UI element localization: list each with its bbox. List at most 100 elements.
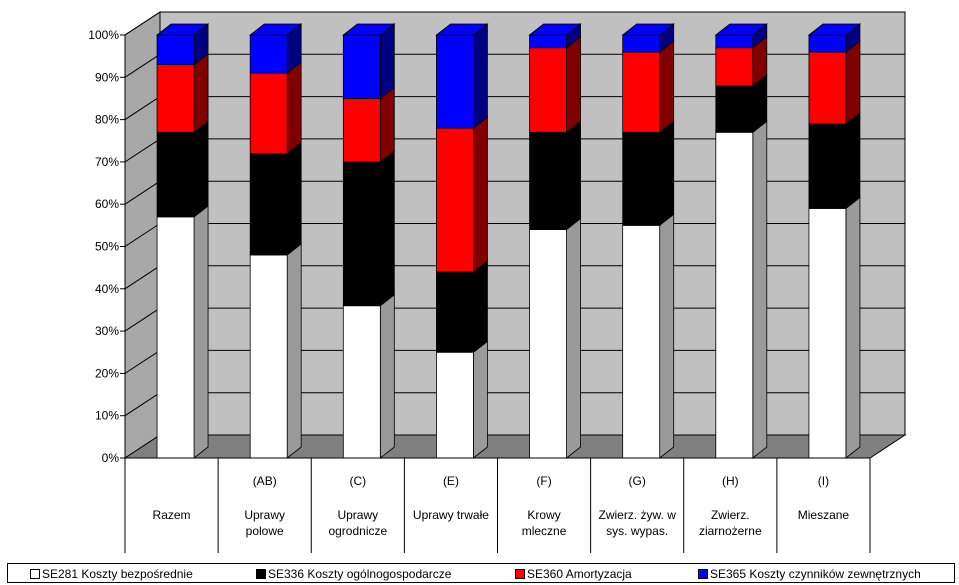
bar-segment-1 <box>249 243 302 459</box>
y-tick-label: 30% <box>95 324 119 338</box>
bar-segment-3 <box>436 116 488 273</box>
bar-front <box>622 224 661 459</box>
bar-top <box>714 23 768 36</box>
bar-top <box>621 23 675 36</box>
bar-front <box>529 131 567 230</box>
bar-side <box>473 116 488 273</box>
bar-segment-4 <box>621 23 675 53</box>
bar-segment-3 <box>156 52 209 134</box>
bar-segment-1 <box>156 205 209 459</box>
legend-item: SE336 Koszty ogólnogospodarcze <box>256 567 451 581</box>
y-tick-label: 20% <box>95 366 119 380</box>
gridline-side <box>124 349 161 374</box>
gridline-side <box>124 223 161 247</box>
bar-segment-4 <box>249 23 303 74</box>
bar-top <box>807 23 862 36</box>
category-label: Uprawy trwałe <box>413 508 489 522</box>
legend-label: SE365 Koszty czynników zewnętrznych <box>710 567 921 581</box>
bar-front <box>342 98 381 163</box>
bar-side <box>845 196 861 459</box>
bar-top <box>155 23 210 36</box>
bar-stack <box>155 23 210 459</box>
bar-segment-3 <box>249 61 302 155</box>
bar-front <box>715 34 754 49</box>
bar-front <box>622 34 661 53</box>
bar-side <box>566 35 581 134</box>
legend-swatch <box>698 569 708 579</box>
bar-side <box>566 120 581 231</box>
category-label: Zwierz. żyw. w <box>599 508 677 522</box>
bar-front <box>436 271 474 353</box>
bar-front <box>249 34 288 74</box>
bar-segment-1 <box>529 217 581 459</box>
bar-segment-1 <box>342 293 395 459</box>
bar-side <box>473 340 488 459</box>
category-label: polowe <box>246 524 284 538</box>
legend: SE281 Koszty bezpośrednie SE336 Koszty og… <box>7 563 955 583</box>
y-tick-label: 90% <box>95 70 119 84</box>
legend-swatch <box>515 569 525 579</box>
bar-side <box>845 40 861 125</box>
category-code: (E) <box>443 474 459 488</box>
bar-segment-3 <box>342 86 395 163</box>
bar-segment-1 <box>808 196 861 459</box>
bar-stack <box>435 23 489 459</box>
bar-side <box>752 120 768 459</box>
bar-side <box>193 205 209 459</box>
bar-front <box>249 153 288 256</box>
y-tick-label: 50% <box>95 240 119 254</box>
category-label: Uprawy <box>337 508 378 522</box>
bar-stack <box>342 23 396 459</box>
bar-side <box>845 112 861 210</box>
legend-swatch <box>256 569 266 579</box>
legend-swatch <box>30 569 40 579</box>
legend-label: SE281 Koszty bezpośrednie <box>42 567 193 581</box>
bar-front <box>249 254 288 459</box>
bar-front <box>622 51 661 133</box>
legend-item: SE360 Amortyzacja <box>515 567 632 581</box>
bar-front <box>808 208 847 459</box>
bar-segment-4 <box>342 23 396 100</box>
bar-segment-2 <box>436 260 488 354</box>
bar-stack <box>528 23 582 459</box>
bar-side <box>566 217 581 459</box>
bar-front <box>156 34 195 66</box>
bar-stack <box>249 23 303 459</box>
category-label: ogrodnicze <box>328 524 387 538</box>
bar-side <box>286 141 302 256</box>
bar-segment-4 <box>528 23 582 49</box>
bar-front <box>529 34 567 49</box>
bar-front <box>808 123 847 209</box>
y-tick-label: 0% <box>102 451 120 465</box>
bar-segment-3 <box>622 40 675 134</box>
legend-label: SE360 Amortyzacja <box>527 567 632 581</box>
category-code: (H) <box>722 474 739 488</box>
category-label: Krowy <box>527 508 560 522</box>
gridline-side <box>124 180 161 205</box>
category-label: Uprawy <box>244 508 285 522</box>
bar-segment-4 <box>807 23 862 53</box>
bar-front <box>715 131 754 459</box>
category-label: ziarnożerne <box>699 524 762 538</box>
category-label: Mieszane <box>798 508 850 522</box>
gridline-side <box>124 392 161 417</box>
category-label: Zwierz. <box>711 508 750 522</box>
bar-side <box>473 260 488 354</box>
floor <box>123 434 907 459</box>
bar-segment-2 <box>808 112 861 210</box>
bar-front <box>436 351 474 459</box>
bar-front <box>715 85 754 133</box>
bar-segment-1 <box>715 120 768 459</box>
bar-side <box>193 120 209 218</box>
bar-front <box>342 305 381 459</box>
bar-front <box>715 47 754 87</box>
bar-top <box>435 23 489 36</box>
y-axis: 0% 10% 20% 30% 40% 50% 60% 70% 80% 90% 100% <box>88 28 126 465</box>
bar-side <box>193 52 209 134</box>
bar-stack <box>807 23 862 459</box>
category-table: Razem (AB) Uprawy polowe (C) Uprawy ogrodnicze… <box>124 457 871 553</box>
gridline-side <box>124 53 161 78</box>
bar-front <box>156 64 195 133</box>
bar-segment-3 <box>529 35 581 134</box>
gridline-side <box>124 138 161 163</box>
